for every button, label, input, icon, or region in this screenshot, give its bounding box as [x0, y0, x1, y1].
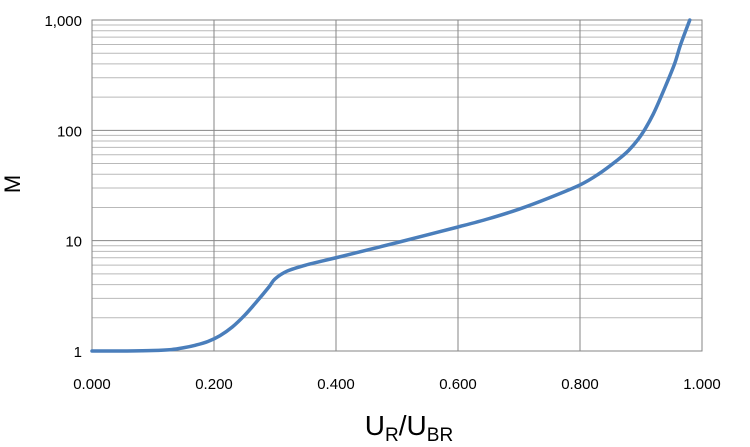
x-axis-label-main2: U	[407, 410, 427, 441]
grid-lines	[91, 20, 703, 352]
series-group	[90, 18, 692, 353]
x-axis-label-main: U	[365, 410, 385, 441]
plot-area	[91, 19, 703, 352]
x-axis-label-sep: /	[399, 410, 407, 441]
series-line	[90, 18, 692, 353]
y-tick-labels: 1 10 100 1,000	[44, 13, 82, 361]
y-tick-label: 1,000	[44, 13, 82, 30]
y-axis-label: M	[0, 175, 25, 193]
x-axis-label-sub2: BR	[427, 425, 453, 446]
x-tick-label: 0.200	[195, 376, 233, 393]
x-tick-label: 0.400	[317, 376, 355, 393]
x-axis-label-sub1: R	[385, 425, 399, 446]
x-tick-label: 0.800	[561, 376, 599, 393]
y-tick-label: 10	[65, 234, 82, 251]
x-axis-label: UR/UBR	[365, 410, 453, 446]
x-tick-label: 1.000	[683, 376, 721, 393]
y-tick-label: 1	[74, 344, 82, 361]
x-tick-labels: 0.000 0.200 0.400 0.600 0.800 1.000	[73, 376, 721, 393]
y-tick-label: 100	[57, 123, 82, 140]
x-tick-label: 0.600	[439, 376, 477, 393]
x-tick-label: 0.000	[73, 376, 111, 393]
